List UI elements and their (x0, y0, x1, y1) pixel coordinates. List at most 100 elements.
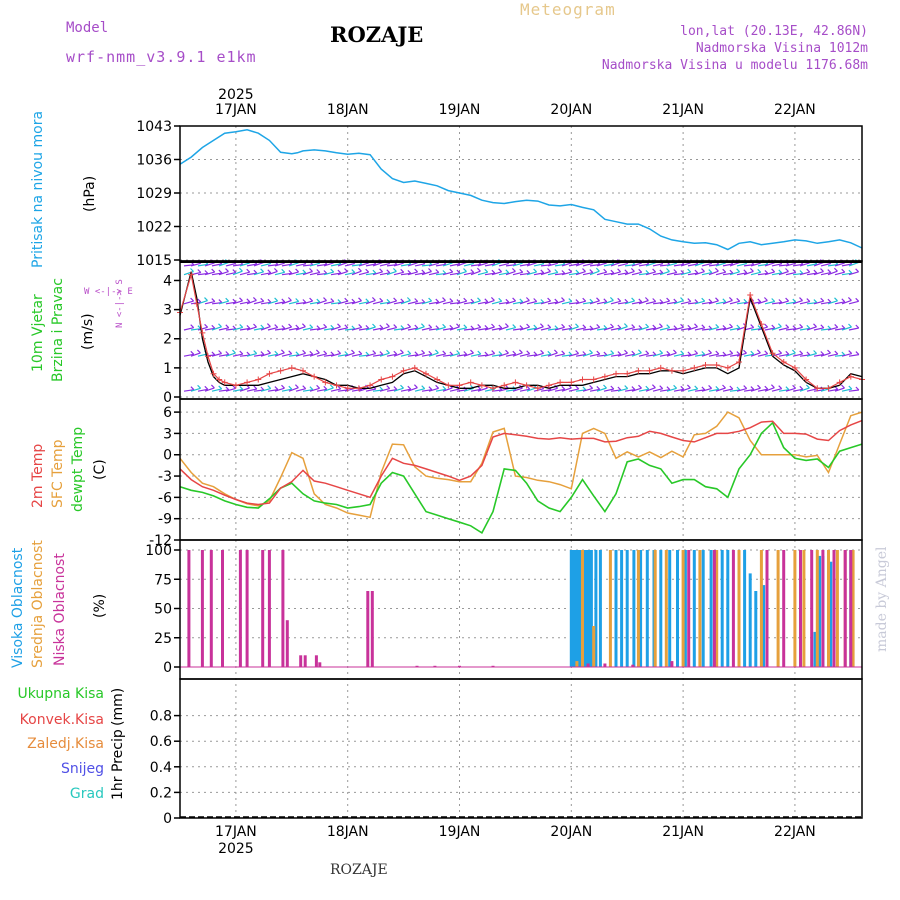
cloud-bar (815, 550, 819, 667)
wind-barb (785, 301, 796, 305)
wind-barb (652, 352, 663, 357)
wind-barb (855, 324, 860, 329)
wind-barb (379, 268, 384, 273)
wind-barb (379, 301, 390, 305)
wind-barb (407, 385, 412, 390)
wind-barb (365, 299, 376, 305)
wind-barb (596, 387, 607, 392)
wind-barb (463, 268, 467, 273)
wind-barb (806, 268, 811, 273)
wind-barb (260, 263, 271, 267)
wind-barb (673, 300, 684, 305)
wind-barb (253, 389, 264, 392)
wind-barb (533, 352, 544, 357)
wind-barb (729, 389, 740, 392)
wind-barb (393, 386, 398, 391)
wind-barb (743, 389, 754, 392)
wind-barb (722, 326, 733, 331)
wind-model-marker (791, 364, 798, 371)
wind-barb (778, 300, 789, 305)
wind-barb (337, 353, 348, 357)
wind-barb (505, 300, 516, 305)
wind-model-marker (836, 379, 843, 386)
wind-barb (406, 297, 411, 301)
cloud-bar (759, 550, 763, 667)
wind-barb (239, 350, 244, 355)
altitude-text: Nadmorska Visina 1012m (695, 41, 868, 56)
wind-barb (204, 270, 209, 274)
wind-barb (770, 384, 775, 389)
wind-barb (246, 353, 257, 357)
wind-barb (518, 349, 523, 354)
wind-barb (771, 326, 782, 331)
wind-barb (498, 297, 503, 302)
wind-barb (631, 328, 642, 331)
wind-barb (736, 388, 747, 392)
cloud-bar (748, 573, 752, 667)
wind-barb (820, 268, 824, 273)
wind-barb (280, 349, 285, 354)
wind-barb (498, 268, 503, 273)
wind-barb (302, 349, 307, 354)
wind-model-marker (635, 367, 642, 374)
wind-barb (750, 386, 755, 391)
wind-barb (386, 300, 397, 305)
wind-barb (344, 351, 349, 355)
wind-barb (771, 272, 782, 276)
wind-barb (211, 326, 222, 331)
wind-barb (260, 352, 271, 357)
wind-barb (694, 353, 705, 357)
wind-barb (316, 388, 327, 392)
wind-barb (785, 386, 790, 391)
wind-barb (442, 297, 446, 302)
wind-barb (490, 296, 495, 301)
wind-barb (351, 269, 356, 274)
wind-barb (463, 351, 468, 355)
wind-barb (792, 272, 803, 276)
wind-barb (792, 263, 803, 267)
wind-barb (743, 298, 748, 303)
wind-barb (232, 300, 243, 305)
wind-barb (715, 301, 726, 305)
wind-barb (708, 353, 719, 357)
wind-barb (666, 262, 677, 267)
wind-barb (827, 269, 832, 274)
wind-barb (470, 300, 481, 305)
cloud-bar (299, 655, 303, 667)
wind-barb (834, 271, 845, 276)
wind-barb (701, 386, 706, 391)
wind-barb (757, 298, 762, 303)
wind-barb (498, 351, 503, 356)
cloud-bar (851, 550, 855, 667)
wind-barb (617, 324, 622, 329)
wind-barb (743, 270, 754, 276)
wind-barb (232, 298, 237, 303)
wind-barb (393, 271, 404, 276)
wind-barb (470, 325, 475, 330)
wind-barb (253, 300, 264, 305)
wind-model-marker (193, 300, 200, 307)
cloud-bar (589, 550, 593, 667)
wind-barb (694, 261, 705, 267)
cloud-bar (653, 550, 657, 667)
cloud-bar (712, 550, 716, 667)
wind-barb (505, 327, 516, 331)
wind-barb (771, 263, 782, 267)
wind-barb (666, 352, 677, 357)
wind-barb (414, 324, 419, 329)
wind-barb (442, 271, 453, 276)
wind-barb (267, 353, 278, 357)
wind-barb (337, 299, 342, 304)
wind-barb (190, 350, 195, 355)
wind-barb (302, 299, 307, 303)
wind-barb (456, 323, 460, 328)
wind-barb (799, 270, 804, 274)
x-tick-label-top: 20JAN (550, 102, 592, 118)
y-tick-label: 4 (163, 273, 172, 289)
wind-barb (267, 389, 278, 392)
wind-barb (827, 353, 838, 357)
wind-barb (806, 298, 811, 303)
wind-model-marker (400, 367, 407, 374)
wind-barb (792, 353, 803, 357)
wind-barb (757, 384, 761, 389)
